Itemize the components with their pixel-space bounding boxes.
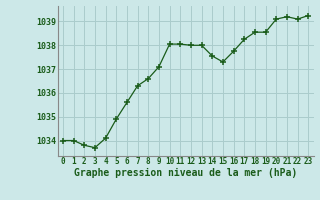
X-axis label: Graphe pression niveau de la mer (hPa): Graphe pression niveau de la mer (hPa)	[74, 168, 297, 178]
